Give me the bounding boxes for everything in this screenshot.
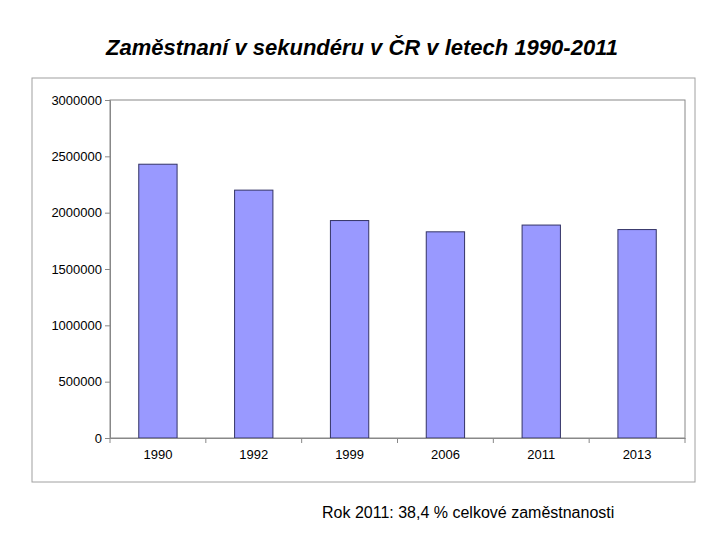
bar <box>235 190 273 438</box>
y-tick-mark <box>105 100 110 101</box>
y-tick-mark <box>105 382 110 383</box>
x-tick: 2011 <box>527 438 555 462</box>
y-tick-mark <box>105 156 110 157</box>
bar <box>330 221 368 438</box>
x-tick-label: 2006 <box>431 447 460 462</box>
y-tick-label: 500000 <box>59 374 102 389</box>
y-tick-label: 1000000 <box>51 318 102 333</box>
x-tick-label: 2011 <box>527 447 555 462</box>
x-separator <box>685 438 686 443</box>
bars <box>139 164 657 438</box>
plot-frame <box>110 100 685 438</box>
x-tick: 2013 <box>623 438 652 462</box>
x-separator <box>205 438 206 443</box>
x-tick-label: 1990 <box>143 447 172 462</box>
x-separator <box>397 438 398 443</box>
x-separator <box>589 438 590 443</box>
x-separator <box>493 438 494 443</box>
chart-svg: Zaměstnaní v sekundéru v ČR v letech 199… <box>0 0 720 540</box>
y-tick-label: 2000000 <box>51 205 102 220</box>
y-tick: 1500000 <box>51 262 110 277</box>
y-tick-label: 2500000 <box>51 149 102 164</box>
chart-container: Zaměstnaní v sekundéru v ČR v letech 199… <box>0 0 720 540</box>
x-tick-label: 1992 <box>239 447 268 462</box>
y-tick: 0 <box>95 431 110 446</box>
x-tick: 1990 <box>143 438 172 462</box>
bar <box>522 225 560 438</box>
y-tick-label: 3000000 <box>51 93 102 108</box>
x-tick: 2006 <box>431 438 460 462</box>
x-separator <box>110 438 111 443</box>
x-separators <box>110 438 685 443</box>
x-separator <box>301 438 302 443</box>
x-tick: 1999 <box>335 438 364 462</box>
y-tick: 3000000 <box>51 93 110 108</box>
y-tick: 1000000 <box>51 318 110 333</box>
chart-frame <box>32 78 695 482</box>
bar <box>618 230 656 438</box>
x-tick-label: 1999 <box>335 447 364 462</box>
y-tick-label: 1500000 <box>51 262 102 277</box>
y-tick: 2000000 <box>51 205 110 220</box>
bar <box>139 164 177 438</box>
y-axis-line <box>105 101 111 439</box>
y-tick-mark <box>105 325 110 326</box>
y-tick-mark <box>105 213 110 214</box>
y-tick-mark <box>105 269 110 270</box>
y-tick-mark <box>105 438 110 439</box>
y-tick-label: 0 <box>95 431 102 446</box>
x-tick-label: 2013 <box>623 447 652 462</box>
bar <box>426 232 464 438</box>
x-axis: 1990 1992 1999 2006 2011 2013 <box>111 438 686 462</box>
annotation: Rok 2011: 38,4 % celkové zaměstnanosti <box>322 504 614 521</box>
y-tick: 500000 <box>59 374 110 389</box>
chart-title: Zaměstnaní v sekundéru v ČR v letech 199… <box>105 35 618 60</box>
y-axis: 0 500000 1000000 1500000 2000000 2500000 30000… <box>51 93 110 446</box>
y-tick: 2500000 <box>51 149 110 164</box>
x-tick: 1992 <box>239 438 268 462</box>
